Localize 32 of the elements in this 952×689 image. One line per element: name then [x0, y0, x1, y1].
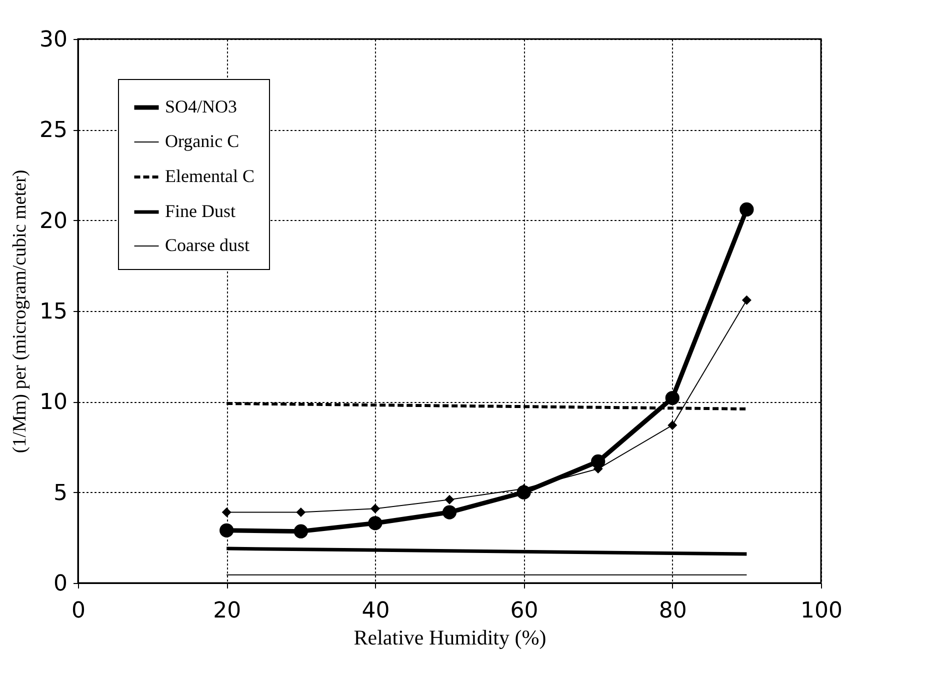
legend-label: Elemental C	[165, 166, 254, 186]
x-tick-label: 80	[658, 598, 687, 624]
y-tick-label: 30	[40, 28, 68, 52]
legend-label: Fine Dust	[165, 201, 236, 221]
y-tick-label: 20	[40, 208, 68, 234]
point	[740, 202, 754, 217]
x-tick-label: 60	[510, 598, 538, 624]
legend-label: Organic C	[165, 131, 240, 151]
x-axis-title: Relative Humidity (%)	[354, 626, 546, 650]
point	[296, 508, 306, 518]
point	[442, 505, 457, 520]
point	[665, 390, 680, 406]
y-axis-title: (1/Mm) per (microgram/cubic meter)	[10, 170, 31, 454]
point	[294, 524, 308, 538]
legend-label: SO4/NO3	[165, 96, 238, 116]
x-tick-label: 100	[800, 598, 842, 624]
point	[370, 504, 380, 514]
y-tick-label: 10	[40, 390, 68, 416]
point	[222, 508, 232, 518]
point	[668, 420, 678, 430]
y-tick-label: 15	[40, 300, 68, 324]
y-tick-label: 25	[40, 118, 68, 144]
y-tick-label: 5	[54, 480, 68, 506]
x-tick-label: 40	[362, 598, 390, 624]
x-tick-label: 20	[213, 598, 242, 624]
point	[220, 523, 234, 538]
point	[742, 295, 752, 305]
y-tick-label: 0	[54, 572, 68, 596]
legend-label: Coarse dust	[165, 235, 250, 255]
point	[444, 494, 454, 504]
x-tick-label: 0	[72, 598, 86, 624]
point	[368, 516, 382, 530]
